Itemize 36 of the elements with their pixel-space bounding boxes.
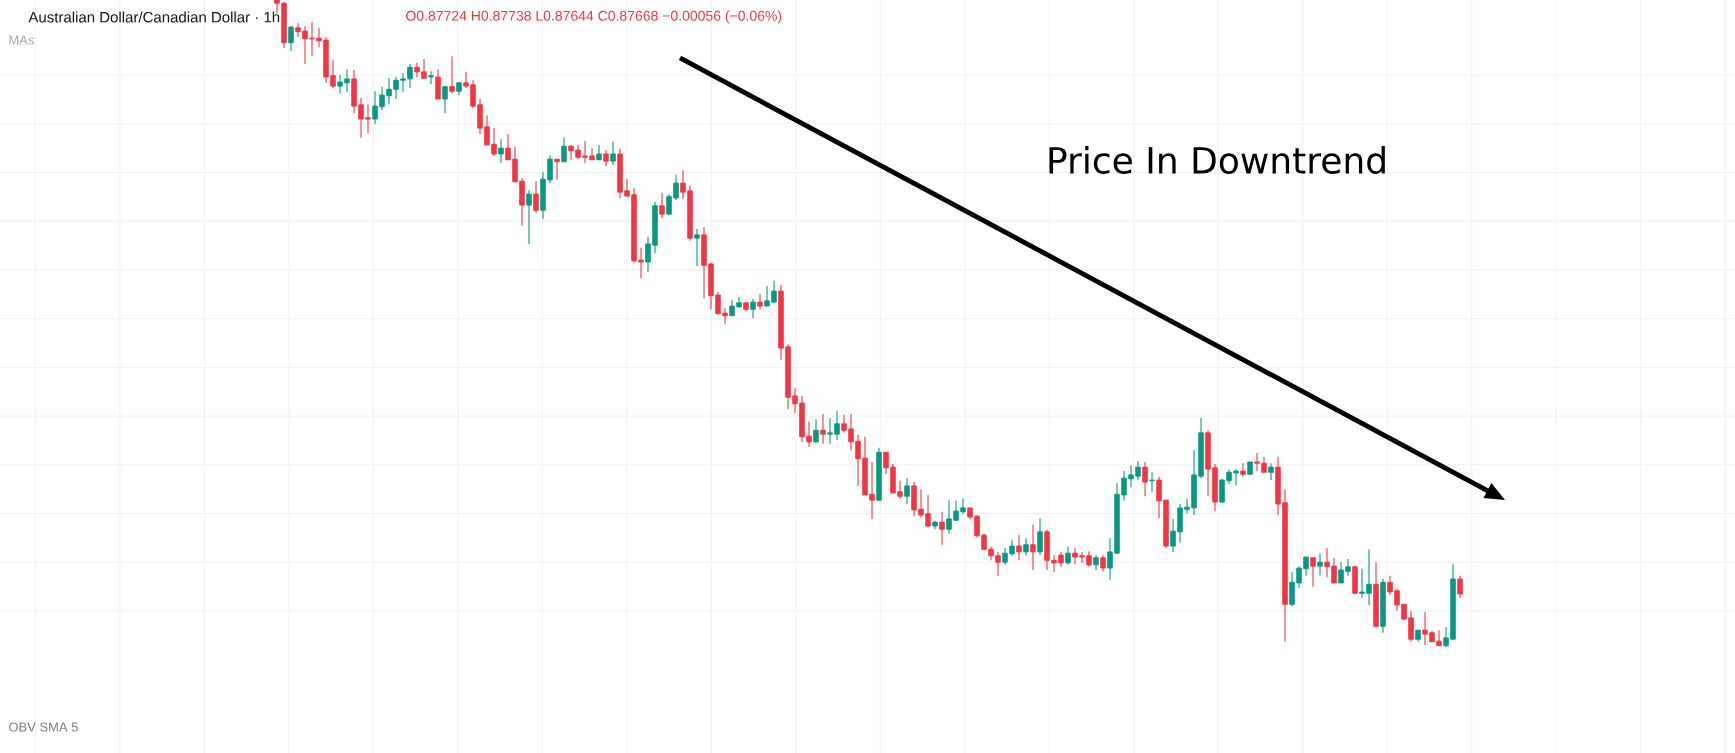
candlestick [1268, 462, 1274, 481]
candlestick [1457, 575, 1463, 599]
candlestick [1065, 546, 1071, 566]
candlestick [554, 158, 560, 181]
text: OBV SMA 5 [9, 722, 78, 732]
candlestick [694, 228, 700, 267]
candlestick [428, 70, 434, 85]
candlestick [533, 180, 539, 214]
candlestick [1016, 534, 1022, 561]
candlestick [1310, 557, 1316, 588]
candlestick [1240, 462, 1246, 478]
candlestick [750, 298, 756, 319]
candlestick [1317, 553, 1323, 576]
candlestick [596, 144, 602, 161]
text: O0.87724 H0.87738 L0.87644 C0.87668 −0.00056 (−0.06%) [406, 10, 782, 24]
candlestick [1037, 517, 1043, 556]
text: MAs [9, 35, 34, 45]
candlestick [442, 86, 448, 114]
candlestick [561, 136, 567, 163]
candlestick [659, 192, 665, 219]
candlestick [820, 413, 826, 445]
candlestick [526, 189, 532, 245]
candlestick [1023, 537, 1029, 557]
candlestick [449, 55, 455, 94]
candlestick [435, 68, 441, 100]
text: Australian Dollar/Canadian Dollar · 1h [28, 11, 280, 23]
annotation: Price In Downtrend [1049, 146, 1385, 174]
candlestick [1030, 524, 1036, 571]
candlestick [939, 511, 945, 546]
candlestick [1142, 461, 1148, 497]
candlestick [610, 141, 616, 166]
candlestick [498, 138, 504, 164]
candlestick [757, 293, 763, 310]
candlestick [904, 477, 910, 505]
candlestick [1149, 471, 1155, 493]
candlestick [288, 25, 294, 52]
